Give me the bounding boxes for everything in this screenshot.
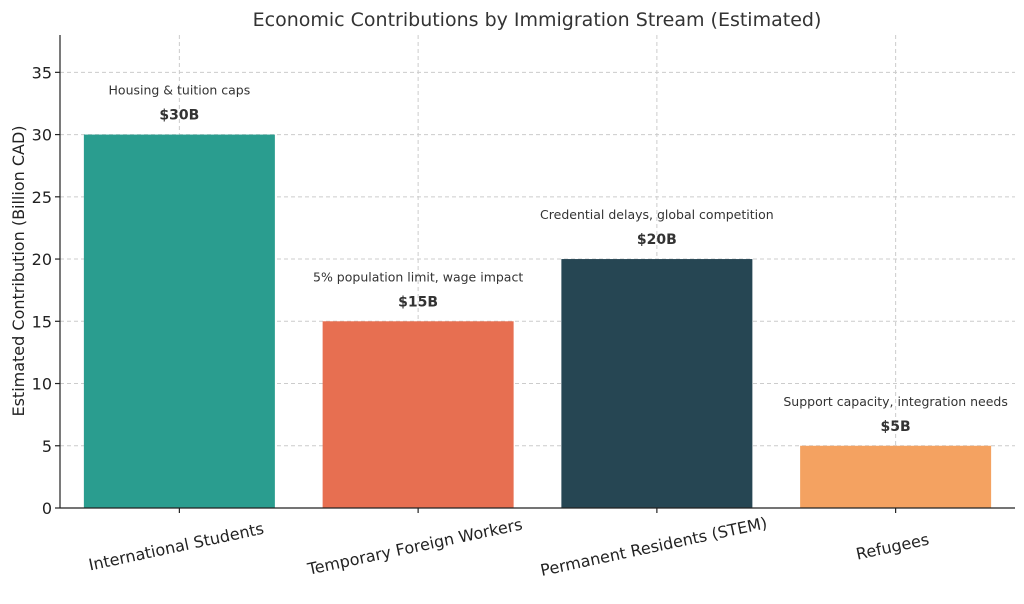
bar [322,321,514,508]
y-tick-label: 35 [32,63,52,82]
bar-value-label: $30B [159,108,199,124]
bar-annotation: Housing & tuition caps [109,83,251,98]
bar-annotation: Credential delays, global competition [540,207,774,222]
bar-annotation: Support capacity, integration needs [783,394,1008,409]
y-tick-label: 30 [32,126,52,145]
y-tick-label: 10 [32,375,52,394]
bar-annotation: 5% population limit, wage impact [313,269,523,284]
bar-value-label: $15B [398,294,438,310]
bar [83,134,275,508]
chart-title: Economic Contributions by Immigration St… [253,9,822,31]
y-tick-label: 20 [32,250,52,269]
y-tick-label: 0 [42,499,52,518]
y-tick-label: 15 [32,312,52,331]
y-tick-label: 5 [42,437,52,456]
bar [800,445,992,508]
bars [83,134,992,508]
x-tick-label: Refugees [854,530,931,564]
bar-value-label: $5B [881,419,911,435]
x-tick-label: International Students [87,519,266,575]
axes [55,35,1015,513]
y-tick-label: 25 [32,188,52,207]
bar-labels: $30B Housing & tuition caps $15B 5% populat… [109,83,1008,435]
bar-value-label: $20B [637,232,677,248]
bar [561,259,753,508]
x-tick-label: Permanent Residents (STEM) [539,513,769,580]
y-axis-label: Estimated Contribution (Billion CAD) [9,125,28,416]
x-tick-label: Temporary Foreign Workers [305,515,524,579]
